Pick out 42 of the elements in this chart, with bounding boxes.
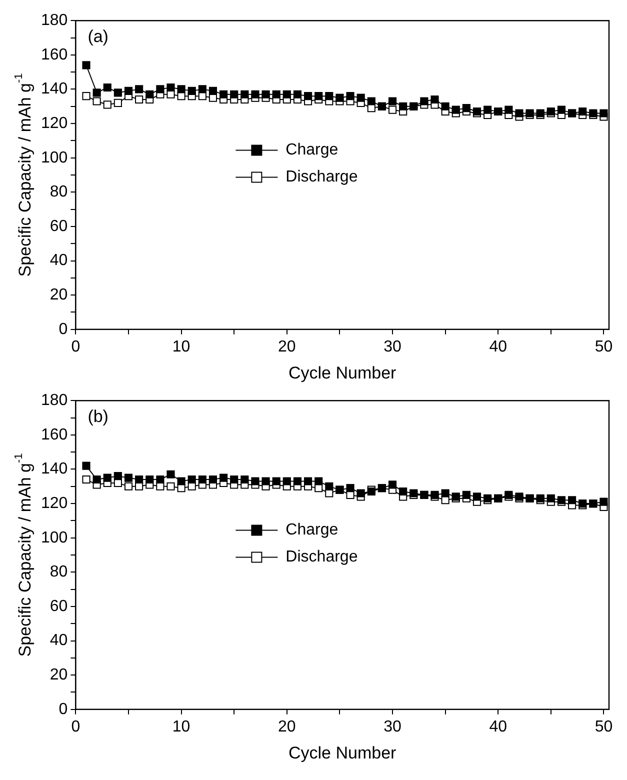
y-tick-label: 40 <box>50 632 68 650</box>
legend-label: Charge <box>286 522 338 539</box>
annotation: (a) <box>88 26 108 46</box>
y-tick-label: 140 <box>40 80 68 98</box>
y-tick-label: 0 <box>58 700 68 718</box>
y-tick-label: 120 <box>40 114 68 132</box>
x-tick-label: 20 <box>278 718 296 736</box>
annotation: (b) <box>88 406 108 426</box>
legend-label: Charge <box>286 142 338 159</box>
x-tick-label: 40 <box>489 338 508 356</box>
y-axis-title: Specific Capacity / mAh g-1 <box>13 73 35 277</box>
x-tick-label: 30 <box>384 338 402 356</box>
x-tick-label: 20 <box>278 338 296 356</box>
x-tick-label: 50 <box>594 338 613 356</box>
x-tick-label: 0 <box>71 718 80 736</box>
y-tick-label: 20 <box>50 286 68 304</box>
x-tick-label: 30 <box>384 718 402 736</box>
x-tick-label: 50 <box>594 718 613 736</box>
y-tick-label: 120 <box>40 494 68 512</box>
y-tick-label: 160 <box>40 46 68 64</box>
y-tick-label: 20 <box>50 666 68 684</box>
x-tick-label: 0 <box>71 338 80 356</box>
legend-label: Discharge <box>286 548 358 566</box>
y-tick-label: 80 <box>50 184 68 201</box>
x-tick-label: 10 <box>172 338 190 356</box>
y-tick-label: 180 <box>40 392 68 410</box>
x-axis-title: Cycle Number <box>288 743 397 762</box>
y-tick-label: 80 <box>50 564 68 581</box>
y-tick-label: 40 <box>50 252 68 270</box>
y-tick-label: 140 <box>40 460 68 478</box>
legend-label: Discharge <box>286 168 358 186</box>
y-axis-title: Specific Capacity / mAh g-1 <box>13 453 35 657</box>
y-tick-label: 0 <box>58 320 68 338</box>
x-axis-title: Cycle Number <box>288 363 397 382</box>
x-tick-label: 40 <box>489 718 508 736</box>
y-tick-label: 160 <box>40 426 68 444</box>
y-tick-label: 60 <box>50 218 68 235</box>
y-tick-label: 100 <box>40 529 68 546</box>
y-tick-label: 180 <box>40 12 68 30</box>
x-tick-label: 10 <box>172 718 190 736</box>
y-tick-label: 60 <box>50 598 68 615</box>
y-tick-label: 100 <box>40 149 68 166</box>
